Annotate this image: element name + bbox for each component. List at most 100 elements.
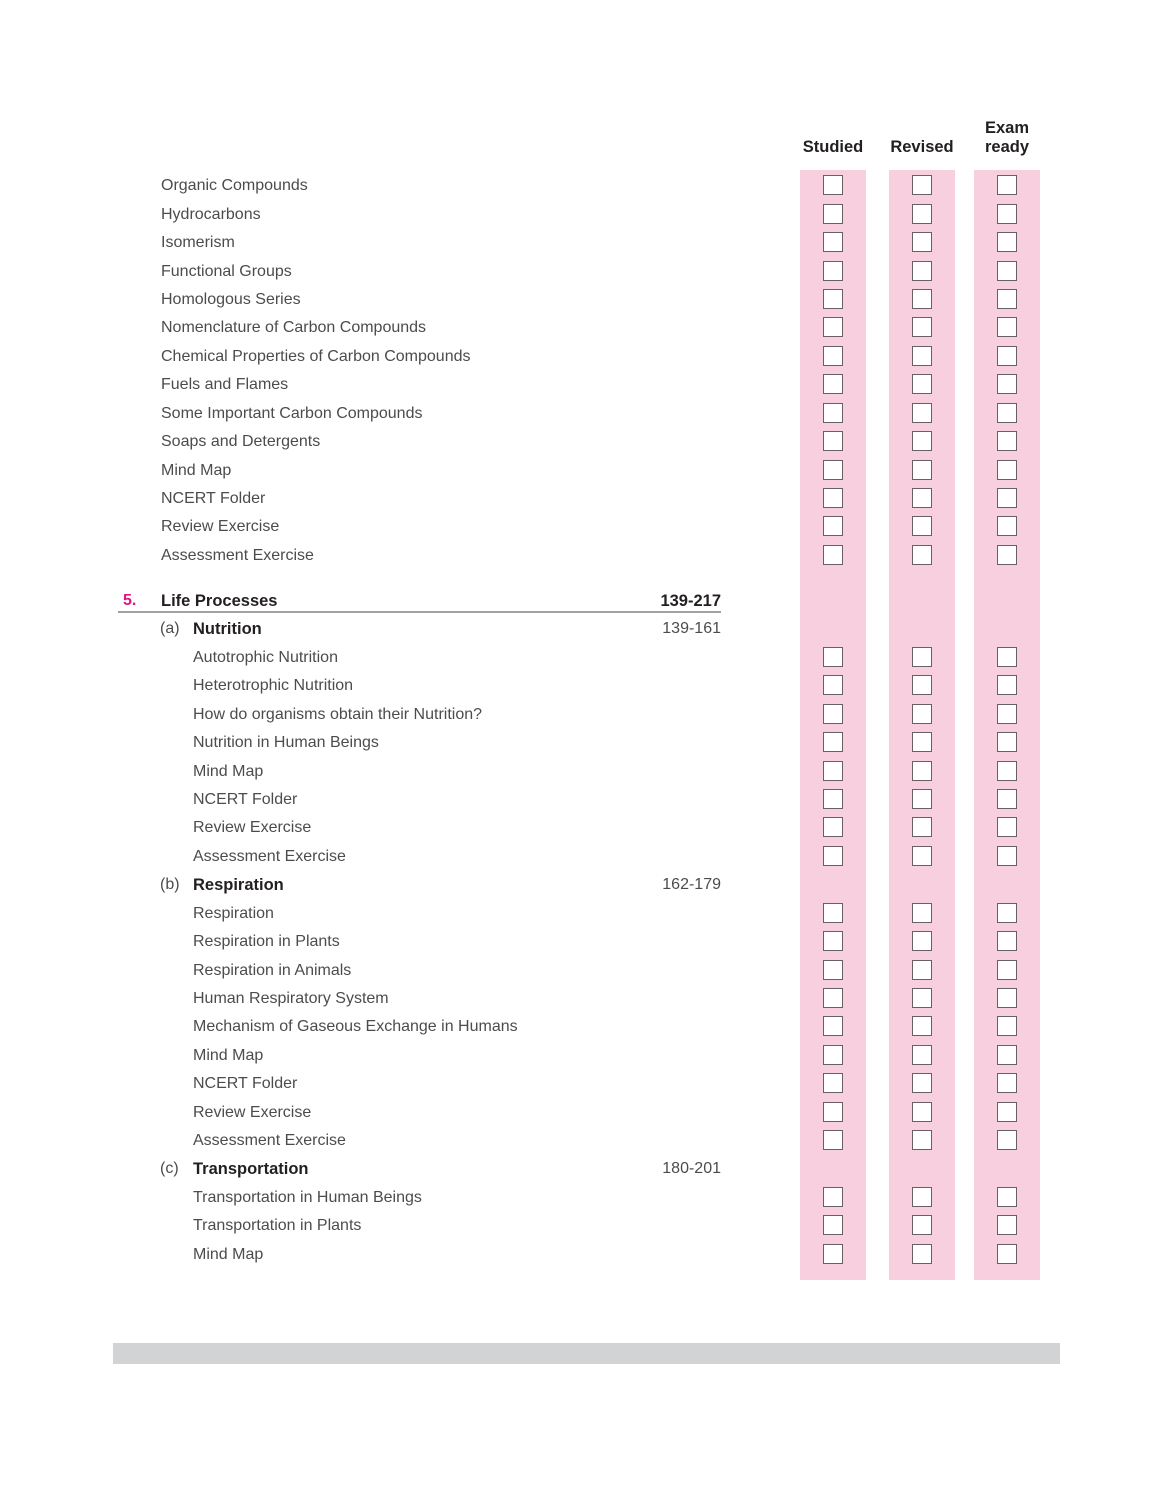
studied-checkbox[interactable] (823, 1044, 843, 1065)
exam-ready-checkbox[interactable] (997, 817, 1017, 838)
revised-checkbox[interactable] (912, 289, 932, 309)
revised-checkbox[interactable] (912, 931, 932, 951)
studied-checkbox[interactable] (823, 402, 843, 423)
exam-ready-checkbox[interactable] (997, 459, 1017, 480)
exam-ready-checkbox[interactable] (997, 845, 1017, 866)
revised-checkbox[interactable] (912, 1044, 932, 1065)
exam-ready-checkbox[interactable] (997, 544, 1017, 565)
studied-checkbox[interactable] (823, 175, 843, 196)
studied-checkbox[interactable] (823, 1186, 843, 1207)
revised-checkbox[interactable] (912, 203, 932, 224)
exam-ready-checkbox[interactable] (997, 675, 1017, 696)
revised-checkbox[interactable] (912, 1101, 932, 1122)
exam-ready-checkbox[interactable] (997, 1215, 1017, 1236)
revised-checkbox[interactable] (912, 1073, 932, 1094)
studied-checkbox[interactable] (823, 431, 843, 452)
exam-ready-checkbox[interactable] (997, 516, 1017, 537)
studied-checkbox[interactable] (823, 675, 843, 696)
revised-checkbox[interactable] (912, 1243, 932, 1264)
studied-checkbox[interactable] (823, 732, 843, 753)
exam-ready-checkbox[interactable] (997, 902, 1017, 923)
studied-checkbox[interactable] (823, 487, 843, 508)
revised-checkbox[interactable] (912, 703, 932, 724)
revised-checkbox[interactable] (912, 232, 932, 253)
studied-checkbox[interactable] (823, 317, 843, 338)
exam-ready-checkbox[interactable] (997, 1130, 1017, 1150)
studied-checkbox[interactable] (823, 788, 843, 809)
revised-checkbox[interactable] (912, 317, 932, 338)
exam-ready-checkbox[interactable] (997, 788, 1017, 809)
studied-checkbox[interactable] (823, 544, 843, 565)
studied-checkbox[interactable] (823, 260, 843, 281)
exam-ready-checkbox[interactable] (997, 646, 1017, 667)
exam-ready-checkbox[interactable] (997, 703, 1017, 724)
revised-checkbox[interactable] (912, 260, 932, 281)
exam-ready-checkbox[interactable] (997, 374, 1017, 395)
revised-checkbox[interactable] (912, 487, 932, 508)
exam-ready-checkbox[interactable] (997, 487, 1017, 508)
studied-checkbox[interactable] (823, 646, 843, 667)
exam-ready-checkbox[interactable] (997, 203, 1017, 224)
studied-checkbox[interactable] (823, 959, 843, 980)
revised-checkbox[interactable] (912, 845, 932, 866)
revised-checkbox[interactable] (912, 1215, 932, 1236)
revised-checkbox[interactable] (912, 431, 932, 452)
studied-checkbox[interactable] (823, 203, 843, 224)
studied-checkbox[interactable] (823, 345, 843, 366)
revised-checkbox[interactable] (912, 345, 932, 366)
exam-ready-checkbox[interactable] (997, 175, 1017, 196)
revised-checkbox[interactable] (912, 1130, 932, 1150)
revised-checkbox[interactable] (912, 516, 932, 537)
exam-ready-checkbox[interactable] (997, 987, 1017, 1008)
exam-ready-checkbox[interactable] (997, 959, 1017, 980)
studied-checkbox[interactable] (823, 703, 843, 724)
exam-ready-checkbox[interactable] (997, 1073, 1017, 1094)
studied-checkbox[interactable] (823, 374, 843, 395)
studied-checkbox[interactable] (823, 902, 843, 923)
exam-ready-checkbox[interactable] (997, 1016, 1017, 1037)
studied-checkbox[interactable] (823, 1016, 843, 1037)
studied-checkbox[interactable] (823, 232, 843, 253)
exam-ready-checkbox[interactable] (997, 431, 1017, 452)
revised-checkbox[interactable] (912, 959, 932, 980)
revised-checkbox[interactable] (912, 175, 932, 196)
exam-ready-checkbox[interactable] (997, 1243, 1017, 1264)
studied-checkbox[interactable] (823, 1215, 843, 1236)
revised-checkbox[interactable] (912, 402, 932, 423)
exam-ready-checkbox[interactable] (997, 1101, 1017, 1122)
exam-ready-checkbox[interactable] (997, 1186, 1017, 1207)
studied-checkbox[interactable] (823, 516, 843, 537)
revised-checkbox[interactable] (912, 374, 932, 395)
revised-checkbox[interactable] (912, 459, 932, 480)
studied-checkbox[interactable] (823, 1073, 843, 1094)
exam-ready-checkbox[interactable] (997, 931, 1017, 951)
revised-checkbox[interactable] (912, 902, 932, 923)
revised-checkbox[interactable] (912, 817, 932, 838)
studied-checkbox[interactable] (823, 931, 843, 951)
exam-ready-checkbox[interactable] (997, 289, 1017, 309)
revised-checkbox[interactable] (912, 760, 932, 781)
exam-ready-checkbox[interactable] (997, 732, 1017, 753)
revised-checkbox[interactable] (912, 987, 932, 1008)
studied-checkbox[interactable] (823, 817, 843, 838)
exam-ready-checkbox[interactable] (997, 1044, 1017, 1065)
exam-ready-checkbox[interactable] (997, 760, 1017, 781)
studied-checkbox[interactable] (823, 1243, 843, 1264)
revised-checkbox[interactable] (912, 1016, 932, 1037)
studied-checkbox[interactable] (823, 760, 843, 781)
exam-ready-checkbox[interactable] (997, 345, 1017, 366)
revised-checkbox[interactable] (912, 732, 932, 753)
studied-checkbox[interactable] (823, 1101, 843, 1122)
exam-ready-checkbox[interactable] (997, 402, 1017, 423)
revised-checkbox[interactable] (912, 675, 932, 696)
studied-checkbox[interactable] (823, 987, 843, 1008)
exam-ready-checkbox[interactable] (997, 232, 1017, 253)
studied-checkbox[interactable] (823, 459, 843, 480)
revised-checkbox[interactable] (912, 788, 932, 809)
studied-checkbox[interactable] (823, 289, 843, 309)
studied-checkbox[interactable] (823, 1130, 843, 1150)
revised-checkbox[interactable] (912, 544, 932, 565)
exam-ready-checkbox[interactable] (997, 260, 1017, 281)
revised-checkbox[interactable] (912, 1186, 932, 1207)
studied-checkbox[interactable] (823, 845, 843, 866)
